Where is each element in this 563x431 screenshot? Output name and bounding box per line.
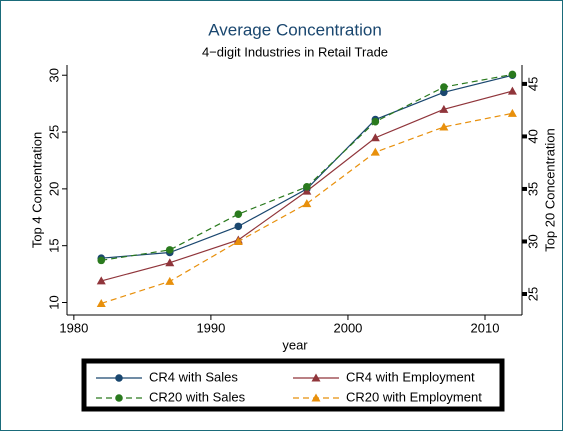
chart-title: Average Concentration	[208, 20, 382, 39]
marker	[234, 210, 243, 218]
marker	[311, 373, 321, 382]
marker	[303, 183, 311, 191]
x-tick-label: 1980	[59, 320, 88, 335]
legend-label: CR4 with Sales	[149, 369, 238, 384]
marker	[115, 374, 123, 382]
y-tick-label: 10	[46, 295, 61, 309]
marker	[508, 70, 517, 79]
y2-tick-label: 35	[525, 182, 540, 196]
marker	[233, 236, 243, 245]
marker	[440, 83, 448, 91]
marker	[440, 88, 448, 97]
legend-label: CR20 with Sales	[149, 389, 246, 404]
marker	[234, 222, 243, 231]
marker	[97, 256, 106, 265]
marker	[96, 298, 106, 307]
marker	[370, 147, 380, 156]
y-tick-label: 30	[46, 68, 61, 82]
y2-tick-label: 45	[525, 77, 540, 91]
marker	[439, 122, 449, 131]
y2-tick-label: 25	[525, 287, 540, 301]
marker	[115, 394, 123, 402]
x-tick-label: 2010	[471, 320, 500, 335]
marker	[439, 104, 449, 113]
y-tick-label: 15	[46, 238, 61, 252]
y-axis-title: Top 4 Concentration	[29, 132, 44, 248]
marker	[507, 86, 517, 95]
marker	[371, 117, 380, 126]
legend	[81, 358, 505, 412]
chart-subtitle: 4−digit Industries in Retail Trade	[202, 44, 388, 59]
marker	[370, 133, 380, 142]
x-tick-label: 2000	[333, 320, 362, 335]
marker	[165, 246, 174, 254]
y2-tick-label: 40	[525, 129, 540, 143]
y-tick-label: 20	[46, 182, 61, 196]
marker	[96, 276, 106, 285]
marker	[165, 258, 175, 267]
legend-label: CR20 with Employment	[346, 389, 482, 404]
y2-tick-label: 30	[525, 234, 540, 248]
marker	[507, 108, 517, 117]
x-axis-title: year	[282, 337, 308, 352]
x-tick-label: 1990	[196, 320, 225, 335]
legend-label: CR4 with Employment	[346, 369, 475, 384]
marker	[165, 276, 175, 285]
y2-axis-title: Top 20 Concentration	[542, 128, 557, 252]
marker	[311, 393, 321, 402]
y-tick-label: 25	[46, 125, 61, 139]
marker	[302, 199, 312, 208]
